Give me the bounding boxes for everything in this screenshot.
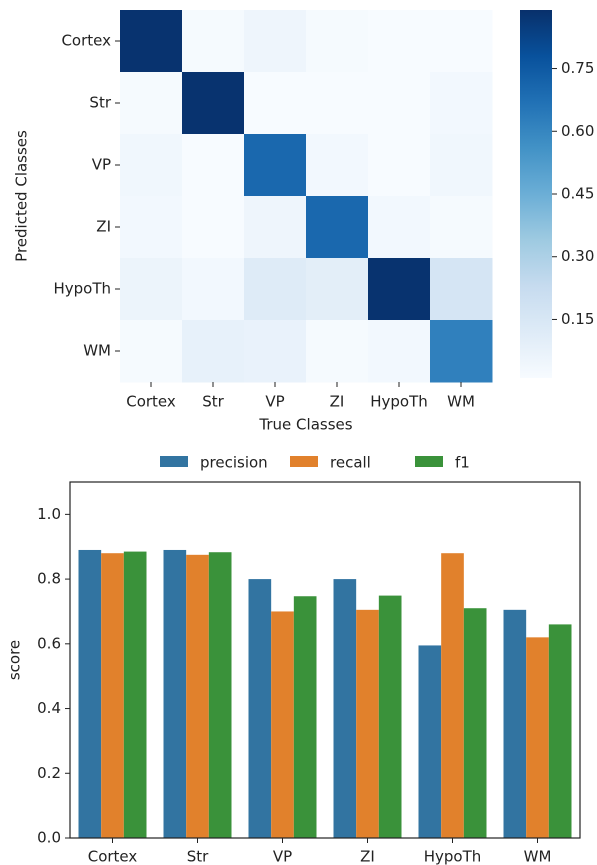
heatmap-cell (368, 10, 431, 73)
heatmap-cell (430, 134, 493, 197)
heatmap-cell (368, 134, 431, 197)
bar (271, 611, 294, 838)
y-tick-label: 0.6 (37, 634, 61, 652)
bar (248, 579, 272, 838)
colorbar-tick-label: 0.15 (561, 310, 594, 328)
x-tick-label: Str (202, 393, 224, 411)
bar (163, 549, 187, 838)
legend-label: precision (200, 454, 268, 472)
heatmap-cell (430, 72, 493, 135)
x-tick-label: WM (447, 393, 475, 411)
x-tick-label: Cortex (88, 848, 138, 865)
bar (333, 579, 357, 838)
colorbar-tick-label: 0.45 (561, 185, 594, 203)
y-tick-label: 0.2 (37, 764, 61, 782)
y-tick-label: 0.8 (37, 570, 61, 588)
bar (208, 552, 232, 838)
legend-label: recall (330, 454, 371, 472)
heatmap-cell (306, 320, 369, 383)
colorbar-tick-label: 0.75 (561, 59, 594, 77)
x-tick-label: VP (265, 393, 284, 411)
bar (503, 609, 527, 838)
y-axis-label: score (6, 640, 24, 680)
heatmap-cell (430, 196, 493, 259)
y-tick-label: 1.0 (37, 505, 61, 523)
heatmap-cell (182, 258, 245, 321)
y-tick-label: 0.0 (37, 829, 61, 847)
heatmap-cell (120, 10, 183, 73)
heatmap-cell (244, 10, 307, 73)
legend-swatch (415, 456, 443, 467)
bar (463, 608, 487, 838)
heatmap-cell (368, 320, 431, 383)
heatmap-cell (182, 134, 245, 197)
legend-label: f1 (455, 454, 470, 472)
heatmap-cell (120, 258, 183, 321)
y-tick-label: 0.4 (37, 699, 61, 717)
heatmap-cell (306, 10, 369, 73)
heatmap-cell (430, 320, 493, 383)
plot-frame (69, 481, 581, 839)
bar (356, 609, 379, 838)
heatmap-cell (182, 72, 245, 135)
x-axis-label: True Classes (258, 416, 352, 434)
x-tick-label: ZI (360, 848, 375, 865)
bar (548, 624, 572, 838)
x-tick-label: HypoTh (424, 848, 482, 865)
colorbar-tick-label: 0.30 (561, 247, 594, 265)
bar (526, 637, 549, 838)
y-tick-label: VP (92, 156, 111, 174)
heatmap-cell (120, 72, 183, 135)
bar (293, 596, 317, 838)
bar (101, 553, 124, 838)
heatmap-cell (120, 134, 183, 197)
heatmap-cell (182, 10, 245, 73)
x-tick-label: WM (524, 848, 552, 865)
heatmap-cell (306, 258, 369, 321)
bar (78, 549, 102, 838)
heatmap-cell (306, 196, 369, 259)
colorbar-tick-label: 0.60 (561, 122, 594, 140)
x-tick-label: VP (273, 848, 292, 865)
y-tick-label: Cortex (61, 32, 111, 50)
heatmap-cell (120, 196, 183, 259)
colorbar (520, 10, 552, 378)
heatmap-cell (368, 72, 431, 135)
heatmap-cell (368, 258, 431, 321)
heatmap-cell (244, 258, 307, 321)
heatmap-cell (120, 320, 183, 383)
x-tick-label: HypoTh (370, 393, 428, 411)
x-tick-label: Cortex (126, 393, 176, 411)
x-tick-label: Str (187, 848, 209, 865)
heatmap-cell (244, 320, 307, 383)
heatmap-cell (368, 196, 431, 259)
bar (441, 553, 464, 838)
y-axis-label: Predicted Classes (13, 130, 31, 262)
y-tick-label: ZI (96, 218, 111, 236)
bar (186, 554, 209, 838)
legend-swatch (160, 456, 188, 467)
y-tick-label: HypoTh (53, 280, 111, 298)
legend-swatch (290, 456, 318, 467)
heatmap-cell (244, 196, 307, 259)
heatmap-cell (430, 10, 493, 73)
heatmap-cell (430, 258, 493, 321)
y-tick-label: Str (89, 94, 111, 112)
heatmap-cell (306, 72, 369, 135)
bar (418, 645, 442, 838)
heatmap-cell (182, 196, 245, 259)
heatmap-cell (244, 72, 307, 135)
heatmap-cell (306, 134, 369, 197)
y-tick-label: WM (83, 342, 111, 360)
bar (378, 595, 402, 838)
heatmap-cell (182, 320, 245, 383)
bar (123, 551, 147, 838)
x-tick-label: ZI (330, 393, 345, 411)
heatmap-cell (244, 134, 307, 197)
